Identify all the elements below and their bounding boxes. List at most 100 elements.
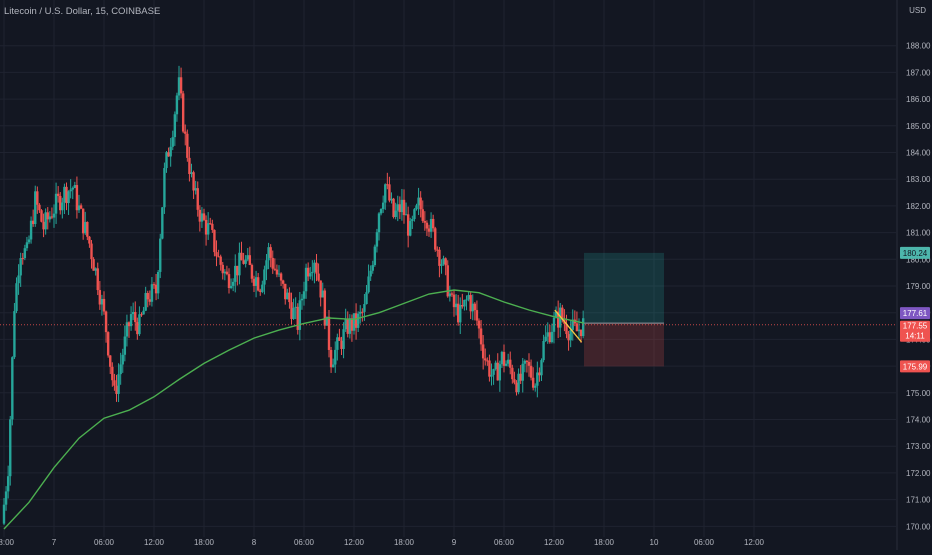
y-tick-label: 180.00	[906, 255, 931, 264]
candle-body	[338, 337, 341, 341]
candle-body	[86, 221, 89, 237]
candle-body	[413, 209, 416, 220]
x-tick-label: 12:00	[144, 538, 165, 547]
candle-body	[511, 367, 514, 380]
candle-body	[19, 258, 22, 276]
candle-body	[331, 364, 335, 368]
candle-body	[52, 213, 56, 218]
y-tick-label: 183.00	[906, 175, 931, 184]
candle-body	[336, 337, 339, 350]
x-tick-label: 10	[650, 538, 659, 547]
candle-body	[142, 310, 145, 315]
candle-body	[479, 328, 483, 345]
price-axis[interactable]: 170.00171.00172.00173.00174.00175.00176.…	[906, 42, 931, 532]
candle-body	[88, 236, 91, 244]
candle-body	[513, 379, 516, 383]
candle-body	[304, 267, 308, 292]
candle-body	[61, 202, 64, 211]
candle-body	[348, 318, 352, 334]
chart-title: Litecoin / U.S. Dollar, 15, COINBASE	[4, 6, 161, 17]
candle-body	[540, 360, 543, 376]
candle-body	[104, 311, 108, 333]
candle-body	[65, 186, 68, 204]
moving-average	[3, 289, 585, 530]
candle-body	[327, 316, 331, 350]
candle-body	[471, 303, 474, 312]
candle-body	[11, 357, 14, 420]
candle-body	[188, 157, 191, 175]
candle-body	[42, 221, 45, 230]
x-tick-label: 06:00	[94, 538, 115, 547]
candle-body	[173, 114, 177, 138]
candle-body	[13, 311, 16, 358]
candle-body	[100, 298, 104, 305]
y-tick-label: 181.00	[906, 229, 931, 238]
candle-body	[456, 303, 460, 323]
candle-body	[231, 281, 235, 286]
candle-body	[325, 316, 329, 326]
candle-body	[288, 292, 291, 303]
candle-body	[334, 349, 337, 365]
candle-body	[534, 385, 537, 388]
candle-body	[352, 313, 356, 331]
candle-body	[256, 277, 260, 291]
candle-body	[340, 340, 343, 349]
candle-body	[90, 243, 93, 260]
candle-body	[506, 359, 510, 364]
candle-body	[567, 334, 570, 341]
candle-body	[404, 214, 408, 216]
candle-body	[209, 223, 212, 225]
moving-average-line	[3, 289, 585, 530]
candle-body	[436, 249, 439, 251]
candle-body	[415, 205, 418, 210]
candle-body	[273, 268, 277, 270]
candle-body	[131, 312, 135, 315]
candle-body	[317, 273, 320, 281]
candle-body	[354, 313, 358, 328]
candle-body	[298, 300, 302, 330]
candle-body	[94, 268, 97, 271]
candle-body	[77, 205, 81, 211]
time-axis[interactable]: 18:00 7 06:00 12:00 18:00 8 06:00 12:00 18:00 9 06…	[0, 538, 765, 547]
candle-body	[463, 299, 466, 307]
candle-body	[579, 329, 583, 337]
candle-body	[200, 213, 204, 222]
candle-body	[467, 295, 470, 300]
candle-body	[481, 344, 485, 359]
candle-body	[425, 222, 429, 229]
candle-body	[309, 273, 312, 277]
candle-body	[50, 216, 54, 218]
entry-price-tag: 177.61	[903, 309, 928, 318]
candle-body	[244, 259, 247, 264]
candle-body	[402, 199, 406, 216]
currency-label: USD	[909, 6, 926, 15]
candle-body	[504, 363, 508, 366]
candle-body	[59, 195, 62, 211]
x-tick-label: 18:00	[394, 538, 415, 547]
candle-body	[159, 238, 162, 272]
candle-body	[25, 242, 29, 249]
candle-body	[215, 252, 218, 257]
candle-body	[111, 366, 114, 381]
candle-body	[569, 329, 572, 341]
candle-body	[538, 372, 541, 376]
candle-body	[444, 258, 447, 266]
candle-body	[121, 354, 124, 365]
candle-body	[523, 360, 527, 364]
candle-body	[267, 247, 270, 261]
y-tick-label: 172.00	[906, 469, 931, 478]
candle-body	[446, 265, 449, 297]
y-tick-label: 186.00	[906, 95, 931, 104]
candle-body	[369, 270, 372, 277]
last-price-tag-bg	[900, 320, 930, 342]
candle-body	[31, 220, 35, 225]
candle-body	[492, 369, 495, 375]
candle-body	[390, 198, 393, 201]
candle-body	[356, 313, 360, 328]
candle-body	[442, 258, 445, 265]
candle-body	[154, 284, 158, 294]
candle-body	[536, 372, 539, 386]
candle-body	[473, 303, 477, 311]
